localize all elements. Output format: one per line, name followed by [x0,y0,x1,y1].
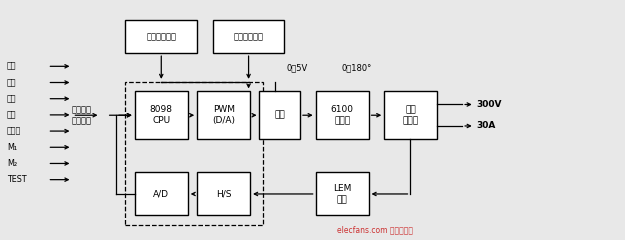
FancyBboxPatch shape [384,91,438,139]
FancyBboxPatch shape [259,91,300,139]
Text: elecfans.com 电子发烧友: elecfans.com 电子发烧友 [337,225,413,234]
Text: 键盘扫描
方式选择: 键盘扫描 方式选择 [72,105,92,125]
Text: 0＇5V: 0＇5V [286,63,308,72]
FancyBboxPatch shape [135,173,188,216]
Text: 光耦: 光耦 [274,111,285,120]
Text: 6100
触发板: 6100 触发板 [331,105,354,125]
Text: M₁: M₁ [7,143,17,152]
Text: M₂: M₂ [7,159,17,168]
Text: LEM
隔离: LEM 隔离 [333,184,351,204]
Text: 稳流: 稳流 [7,94,16,103]
Text: A/D: A/D [153,189,169,198]
Text: 稳压: 稳压 [7,78,16,87]
Text: 30A: 30A [476,121,496,131]
Text: 过压过流保护: 过压过流保护 [234,32,264,41]
FancyBboxPatch shape [197,91,250,139]
FancyBboxPatch shape [135,91,188,139]
Text: 转换: 转换 [7,110,16,119]
FancyBboxPatch shape [316,91,369,139]
Text: 软起停: 软起停 [7,126,21,136]
FancyBboxPatch shape [197,173,250,216]
Text: 8098
CPU: 8098 CPU [150,105,173,125]
FancyBboxPatch shape [213,20,284,53]
Text: 300V: 300V [476,100,502,109]
Text: 0＇180°: 0＇180° [341,63,371,72]
Text: 手动: 手动 [7,62,16,71]
Text: 报警显示打印: 报警显示打印 [146,32,176,41]
Text: PWM
(D/A): PWM (D/A) [212,105,235,125]
Text: 三相
全控桥: 三相 全控桥 [402,105,419,125]
FancyBboxPatch shape [126,20,197,53]
Text: TEST: TEST [7,175,26,184]
Text: H/S: H/S [216,189,231,198]
FancyBboxPatch shape [316,173,369,216]
